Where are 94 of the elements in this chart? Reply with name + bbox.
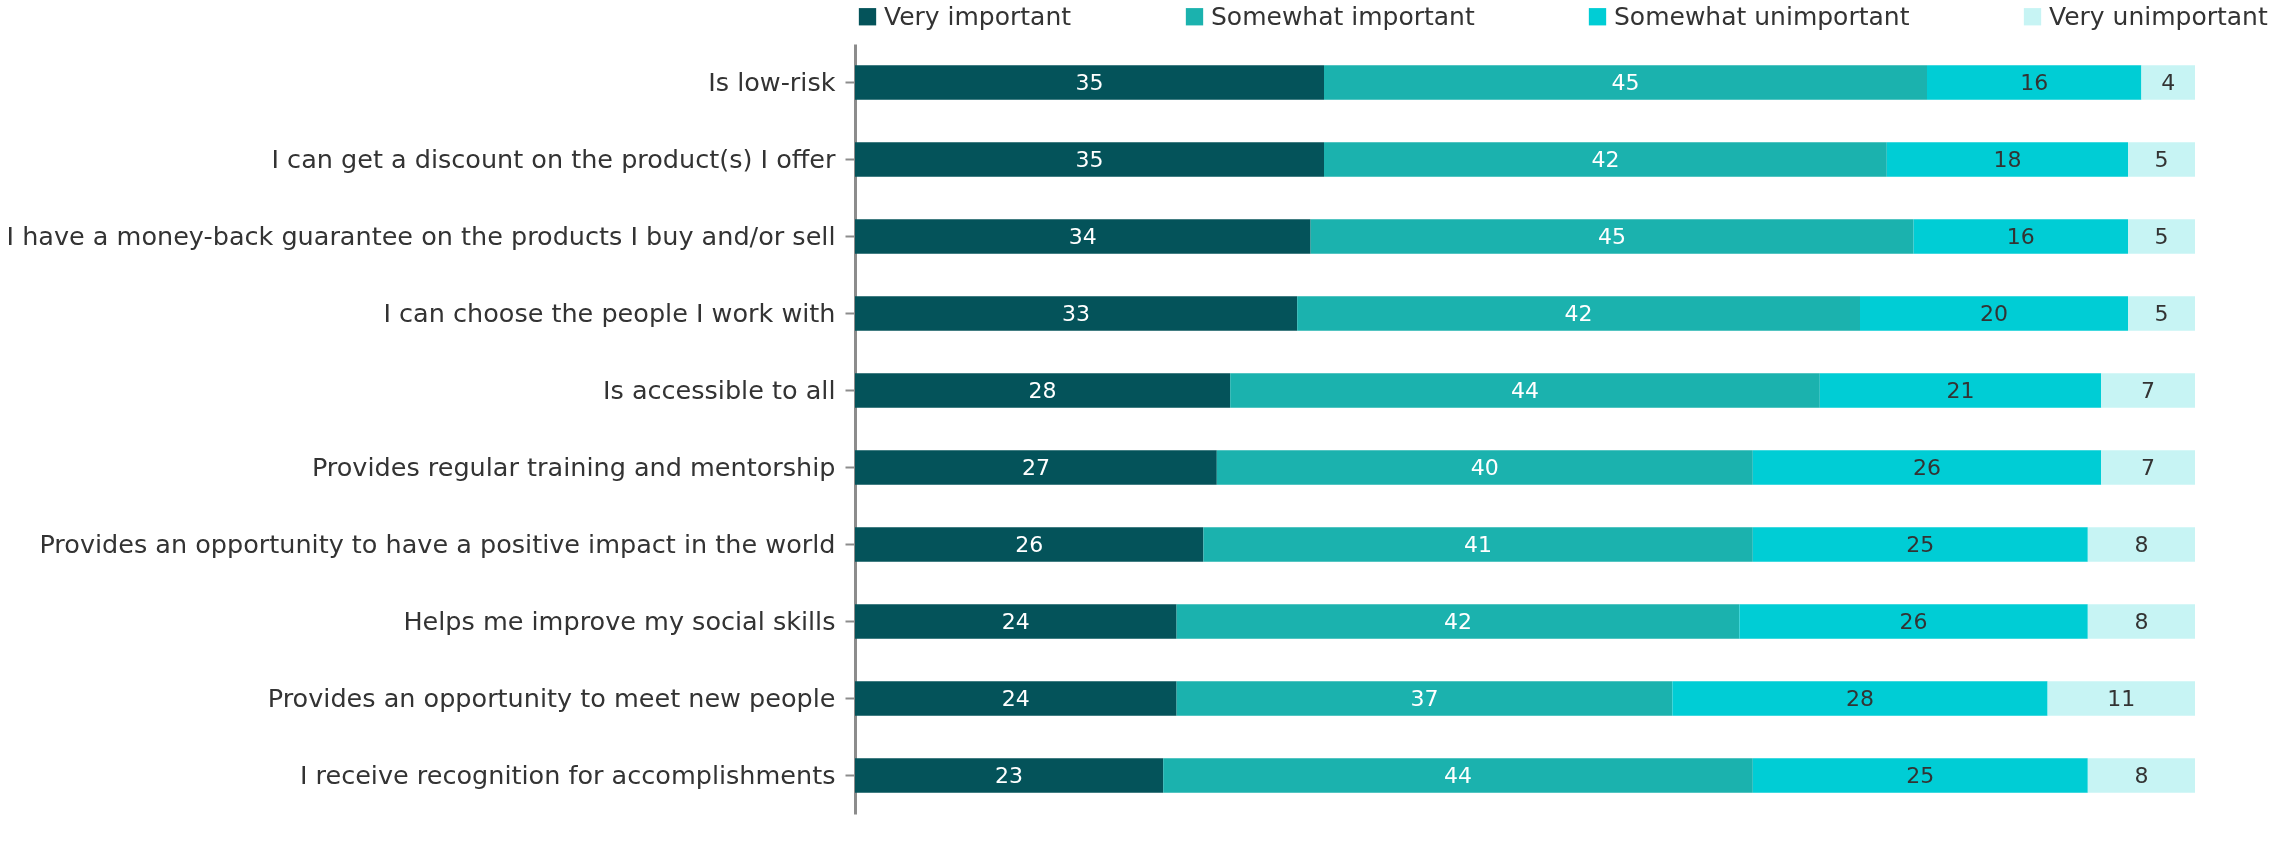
data-label: 44 <box>1444 762 1472 788</box>
data-label: 40 <box>1470 454 1499 480</box>
y-tick-label: Is low-risk <box>708 66 836 97</box>
y-tick-label: Provides regular training and mentorship <box>311 451 836 482</box>
bar <box>1176 604 1740 639</box>
y-tick-label: I can choose the people I work with <box>383 297 836 328</box>
bar <box>855 450 1217 485</box>
bar <box>2128 142 2195 177</box>
data-label: 28 <box>1846 685 1874 711</box>
data-label: 16 <box>2020 69 2049 95</box>
data-label: 5 <box>2154 300 2169 326</box>
bar <box>2101 450 2195 485</box>
bar <box>1324 142 1887 177</box>
data-label: 28 <box>1028 377 1057 403</box>
bar <box>2087 604 2195 639</box>
y-tick-label: I can get a discount on the product(s) I offer <box>271 143 837 174</box>
data-label: 8 <box>2134 762 2149 788</box>
legend-label: Somewhat unimportant <box>1614 1 1910 31</box>
bar <box>2128 296 2195 331</box>
bar <box>1886 142 2128 177</box>
data-label: 23 <box>995 762 1024 788</box>
data-label: 7 <box>2141 454 2156 480</box>
y-tick-label: I have a money-back guarantee on the products I buy and/or sell <box>6 220 836 251</box>
data-label: 42 <box>1564 300 1593 326</box>
data-label: 24 <box>1001 608 1030 634</box>
y-tick-label: Is accessible to all <box>603 374 836 405</box>
bar <box>1216 450 1753 485</box>
bar <box>2047 681 2195 716</box>
bar <box>855 142 1324 177</box>
bar <box>1860 296 2128 331</box>
data-label: 37 <box>1410 685 1439 711</box>
data-label: 44 <box>1511 377 1539 403</box>
data-label: 4 <box>2161 69 2176 95</box>
data-label: 33 <box>1062 300 1091 326</box>
data-label: 11 <box>2107 685 2136 711</box>
bar <box>1913 219 2128 254</box>
legend-label: Very important <box>884 1 1072 31</box>
bar <box>2101 373 2195 408</box>
data-label: 25 <box>1906 762 1935 788</box>
bar <box>1752 758 2088 793</box>
data-label: 34 <box>1068 223 1097 249</box>
bar <box>1752 527 2088 562</box>
y-tick-label: Provides an opportunity to have a positive impact in the world <box>39 528 836 559</box>
data-label: 25 <box>1906 531 1935 557</box>
data-label: 20 <box>1980 300 2008 326</box>
y-tick-label: Provides an opportunity to meet new people <box>267 682 836 713</box>
bar <box>1176 681 1673 716</box>
bar <box>1163 758 1753 793</box>
data-label: 16 <box>2006 223 2035 249</box>
bar <box>855 758 1164 793</box>
data-label: 21 <box>1946 377 1975 403</box>
data-label: 24 <box>1001 685 1030 711</box>
data-label: 8 <box>2134 608 2149 634</box>
bar <box>2128 219 2195 254</box>
bar <box>855 604 1177 639</box>
data-label: 45 <box>1611 69 1640 95</box>
bar <box>1297 296 1860 331</box>
bar <box>855 527 1204 562</box>
legend-label: Very unimportant <box>2049 1 2268 31</box>
y-tick-label: I receive recognition for accomplishments <box>299 759 836 790</box>
bar <box>855 296 1298 331</box>
data-label: 26 <box>1899 608 1928 634</box>
bar <box>855 373 1231 408</box>
y-tick-label: Helps me improve my social skills <box>403 605 836 636</box>
bar <box>1310 219 1914 254</box>
data-label: 18 <box>1993 146 2022 172</box>
bar <box>1927 65 2142 100</box>
data-label: 26 <box>1015 531 1044 557</box>
data-label: 42 <box>1591 146 1620 172</box>
data-label: 45 <box>1598 223 1627 249</box>
bar <box>1203 527 1753 562</box>
bar <box>855 681 1177 716</box>
legend-label: Somewhat important <box>1211 1 1475 31</box>
bar <box>1324 65 1927 100</box>
data-label: 42 <box>1444 608 1472 634</box>
bar <box>1230 373 1820 408</box>
bar <box>1672 681 2048 716</box>
data-label: 35 <box>1075 69 1104 95</box>
bar <box>2141 65 2195 100</box>
data-label: 35 <box>1075 146 1104 172</box>
bar <box>2087 758 2195 793</box>
data-label: 7 <box>2141 377 2156 403</box>
bar <box>1752 450 2102 485</box>
data-label: 26 <box>1913 454 1941 480</box>
data-label: 5 <box>2154 146 2169 172</box>
bar <box>1739 604 2088 639</box>
data-label: 5 <box>2154 223 2169 249</box>
bar <box>855 65 1324 100</box>
bar <box>1819 373 2102 408</box>
data-label: 27 <box>1021 454 1050 480</box>
bar <box>2087 527 2195 562</box>
bar <box>855 219 1311 254</box>
data-label: 41 <box>1464 531 1493 557</box>
data-label: 8 <box>2134 531 2149 557</box>
